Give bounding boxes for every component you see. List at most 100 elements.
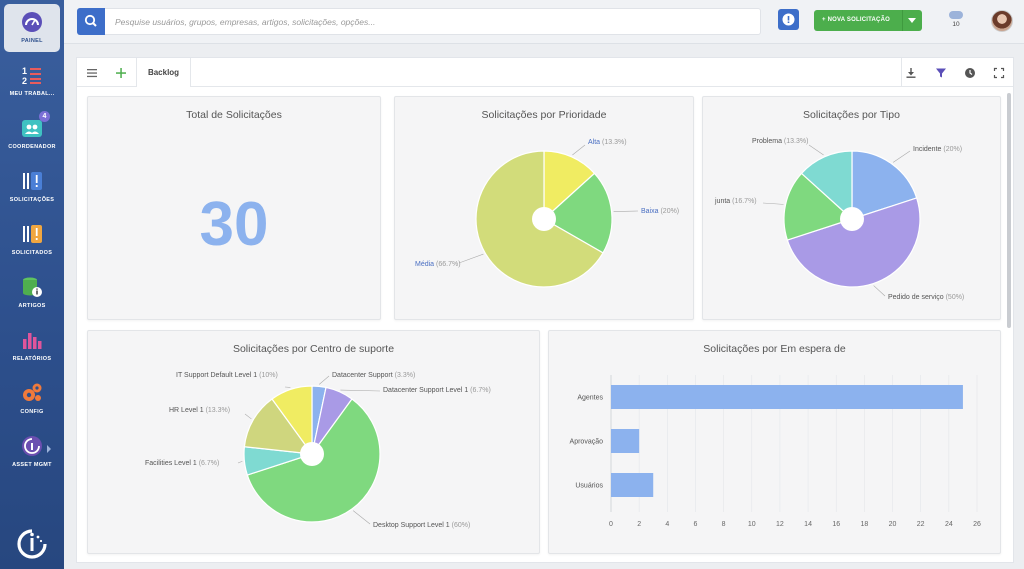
bar-chart-icon: [21, 329, 43, 351]
card-total-requests: Total de Solicitações 30: [87, 96, 381, 320]
download-icon[interactable]: [905, 66, 917, 78]
clock-icon[interactable]: [964, 66, 976, 78]
x-tick-label: 4: [665, 521, 669, 528]
sidebar-item-label: ARTIGOS: [18, 303, 46, 309]
card-title: Solicitações por Centro de suporte: [232, 343, 395, 355]
svg-text:2: 2: [22, 76, 27, 86]
request-warning-icon: [21, 223, 43, 245]
notification-count: 10: [952, 21, 960, 28]
leader-line: [237, 460, 243, 464]
x-tick-label: 16: [832, 521, 840, 528]
add-icon[interactable]: [115, 66, 127, 78]
pie-slice[interactable]: [543, 150, 596, 221]
pie-slice[interactable]: [783, 172, 854, 241]
search-button[interactable]: [77, 8, 105, 35]
slice-label: Alta (13.3%): [588, 139, 627, 146]
app-logo: [16, 528, 48, 560]
x-tick-label: 18: [860, 521, 868, 528]
sidebar-item-label: CONFIG: [20, 409, 44, 415]
pie-slice[interactable]: [786, 197, 921, 288]
menu-icon[interactable]: [86, 66, 98, 78]
dashboard-gauge-icon: [21, 11, 43, 33]
card-priority-chart: Solicitações por Prioridade Alta (13.3%)…: [394, 96, 694, 320]
leader-line: [319, 375, 330, 385]
priority-pie-chart: Alta (13.3%) Baixa (20%) Média (66.7%): [415, 139, 679, 288]
slice-label: junta (16.7%): [714, 198, 757, 205]
filter-icon[interactable]: [935, 66, 947, 78]
avatar[interactable]: [991, 10, 1013, 32]
card-title: Solicitações por Tipo: [803, 109, 900, 121]
slice-label: HR Level 1 (13.3%): [169, 407, 230, 414]
y-category-label: Agentes: [577, 395, 603, 402]
team-icon: 4: [21, 111, 50, 139]
card-support-center-chart: Solicitações por Centro de suporte Datac…: [87, 330, 540, 554]
leader-line: [244, 413, 252, 420]
y-category-label: Usuários: [575, 483, 603, 490]
slice-label: Facilities Level 1 (6.7%): [145, 460, 219, 467]
x-tick-label: 14: [804, 521, 812, 528]
x-tick-label: 10: [748, 521, 756, 528]
leader-line: [613, 210, 639, 212]
bar[interactable]: [611, 473, 654, 497]
scrollbar[interactable]: [1007, 93, 1011, 328]
search-input[interactable]: Pesquise usuários, grupos, empresas, art…: [105, 8, 761, 35]
sidebar-item-label: SOLICITADOS: [11, 250, 53, 256]
card-title: Total de Solicitações: [186, 109, 282, 121]
pie-slice[interactable]: [542, 172, 613, 254]
sidebar-item-relatorios[interactable]: RELATÓRIOS: [4, 322, 60, 370]
top-bar: Pesquise usuários, grupos, empresas, art…: [64, 0, 1024, 44]
sidebar-item-solicitacoes[interactable]: SOLICITAÇÕES: [4, 163, 60, 211]
toolbar-divider: [901, 58, 902, 87]
request-alert-icon: [21, 170, 43, 192]
notification-icon: [949, 11, 963, 19]
leader-line: [572, 144, 586, 156]
coordenador-badge: 4: [39, 111, 50, 122]
gears-icon: [21, 382, 43, 404]
bar[interactable]: [611, 385, 963, 409]
notifications[interactable]: 10: [948, 11, 964, 28]
leader-line: [762, 202, 784, 205]
card-title: Solicitações por Prioridade: [481, 109, 607, 121]
info-button[interactable]: [778, 9, 799, 30]
sidebar-item-config[interactable]: CONFIG: [4, 375, 60, 423]
sidebar-item-solicitados[interactable]: SOLICITADOS: [4, 216, 60, 264]
pie-center-hole: [532, 207, 556, 231]
card-waiting-chart: Solicitações por Em espera de 0 2 4 6 8 10 12 1…: [548, 330, 1001, 554]
x-tick-label: 8: [722, 521, 726, 528]
sidebar-item-artigos[interactable]: ARTIGOS: [4, 269, 60, 317]
sidebar-item-label: PAINEL: [21, 38, 43, 44]
slice-label: Desktop Support Level 1 (60%): [373, 522, 470, 529]
sidebar-item-asset-mgmt[interactable]: ASSET MGMT: [4, 428, 60, 476]
fullscreen-icon[interactable]: [993, 66, 1005, 79]
pie-slice[interactable]: [271, 385, 313, 456]
card-title: Solicitações por Em espera de: [703, 343, 846, 355]
leader-line: [873, 285, 886, 297]
info-icon: [782, 13, 795, 26]
x-tick-label: 22: [917, 521, 925, 528]
slice-label: Média (66.7%): [415, 261, 461, 268]
x-tick-label: 26: [973, 521, 981, 528]
x-tick-label: 0: [609, 521, 613, 528]
new-request-label: + NOVA SOLICITAÇÃO: [822, 17, 890, 23]
bar[interactable]: [611, 429, 640, 453]
chevron-down-icon[interactable]: [908, 18, 916, 23]
slice-label: Datacenter Support Level 1 (6.7%): [383, 387, 491, 394]
pie-slice[interactable]: [243, 398, 314, 455]
svg-text:1: 1: [22, 66, 27, 76]
pie-slice[interactable]: [800, 150, 853, 221]
expand-arrow-icon[interactable]: [47, 445, 51, 453]
slice-label: Pedido de serviço (50%): [888, 294, 964, 301]
sidebar-item-painel[interactable]: PAINEL: [4, 4, 60, 52]
new-request-button[interactable]: + NOVA SOLICITAÇÃO: [814, 10, 922, 31]
slice-label: Problema (13.3%): [752, 138, 808, 145]
sidebar-item-coordenador[interactable]: 4 COORDENADOR: [4, 110, 60, 158]
tab-backlog[interactable]: Backlog: [136, 58, 191, 87]
card-type-chart: Solicitações por Tipo Incidente (20%) Ped…: [702, 96, 1001, 320]
leader-line: [352, 510, 371, 525]
x-tick-label: 20: [889, 521, 897, 528]
pie-slice[interactable]: [851, 150, 918, 220]
waiting-bar-chart: 0 2 4 6 8 10 12 14 16 18 20 22 24 26AgentesAprovaçãoU…: [570, 375, 981, 528]
